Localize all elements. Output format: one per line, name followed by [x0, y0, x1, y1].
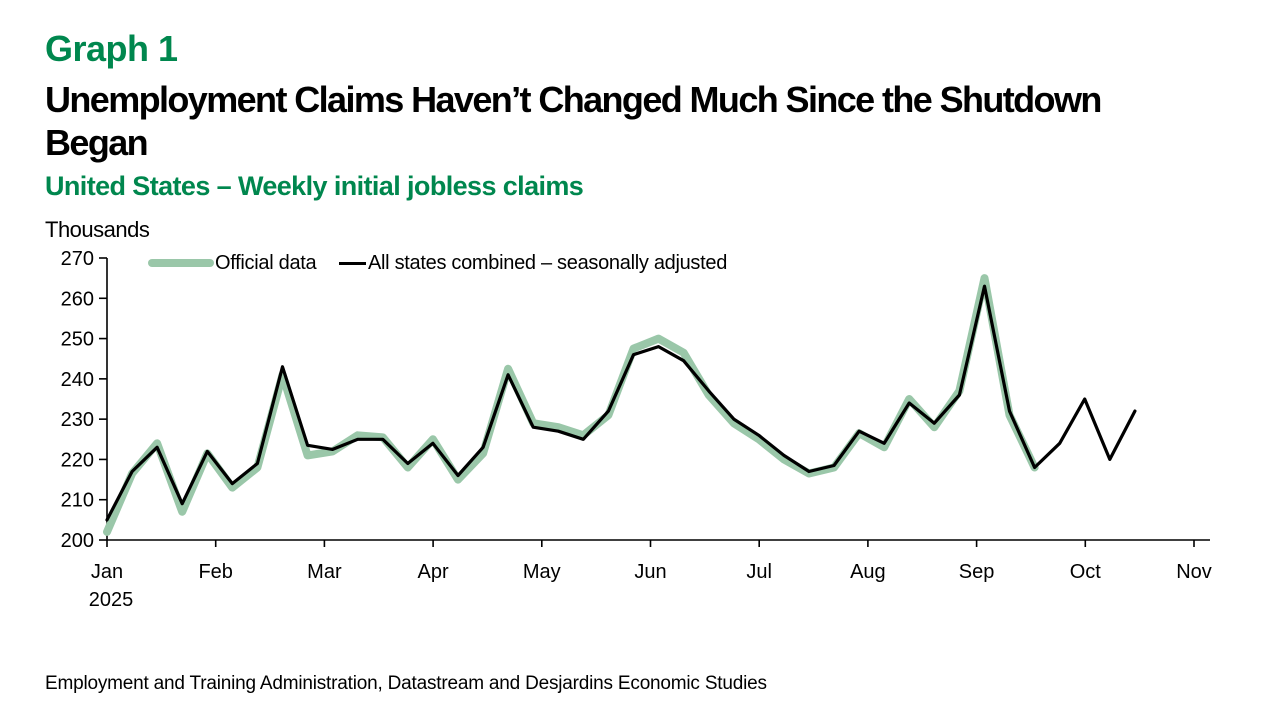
chart-subtitle: United States – Weekly initial jobless c… [45, 171, 584, 202]
y-tick-label: 260 [61, 288, 94, 310]
header: Graph 1 Unemployment Claims Haven’t Chan… [45, 28, 1225, 243]
chart-legend: Official data All states combined – seas… [0, 250, 1280, 276]
y-tick-label: 230 [61, 409, 94, 431]
legend-label: Official data [215, 251, 317, 274]
black-line-swatch-icon [339, 261, 366, 265]
y-tick-label: 250 [61, 329, 94, 351]
x-tick-label: Mar [307, 561, 342, 583]
official-data-line [103, 274, 1039, 536]
y-tick-label: 220 [61, 449, 94, 471]
x-tick-label: Jul [746, 561, 772, 583]
y-tick-label: 200 [61, 530, 94, 552]
graph-number-label: Graph 1 [45, 28, 178, 69]
x-tick-label: Aug [850, 561, 886, 583]
x-tick-label: May [523, 561, 561, 583]
legend-item-all-states: All states combined – seasonally adjuste… [339, 250, 727, 276]
page-title-line1: Unemployment Claims Haven’t Changed Much… [45, 79, 1102, 120]
x-tick-label: Nov [1176, 561, 1212, 583]
legend-item-official-data: Official data [148, 250, 317, 276]
x-tick-label: Sep [959, 561, 995, 583]
seasonally-adjusted-line [105, 284, 1137, 522]
source-note: Employment and Training Administration, … [45, 673, 767, 694]
page-title-line2: Began [45, 122, 149, 164]
x-tick-label: Oct [1070, 561, 1102, 583]
y-tick-label: 210 [61, 490, 94, 512]
page-title: Unemployment Claims Haven’t Changed Much… [45, 78, 1225, 164]
y-tick-label: 270 [61, 248, 94, 270]
y-axis-unit-label: Thousands [45, 217, 150, 243]
y-tick-label: 240 [61, 369, 94, 391]
x-tick-label: Jan [91, 561, 123, 583]
x-tick-label: Jun [634, 561, 666, 583]
x-tick-label: Apr [418, 561, 449, 583]
x-tick-label: Feb [198, 561, 232, 583]
x-axis-year-label: 2025 [89, 589, 134, 611]
legend-label: All states combined – seasonally adjuste… [368, 251, 728, 274]
green-line-swatch-icon [148, 259, 214, 267]
